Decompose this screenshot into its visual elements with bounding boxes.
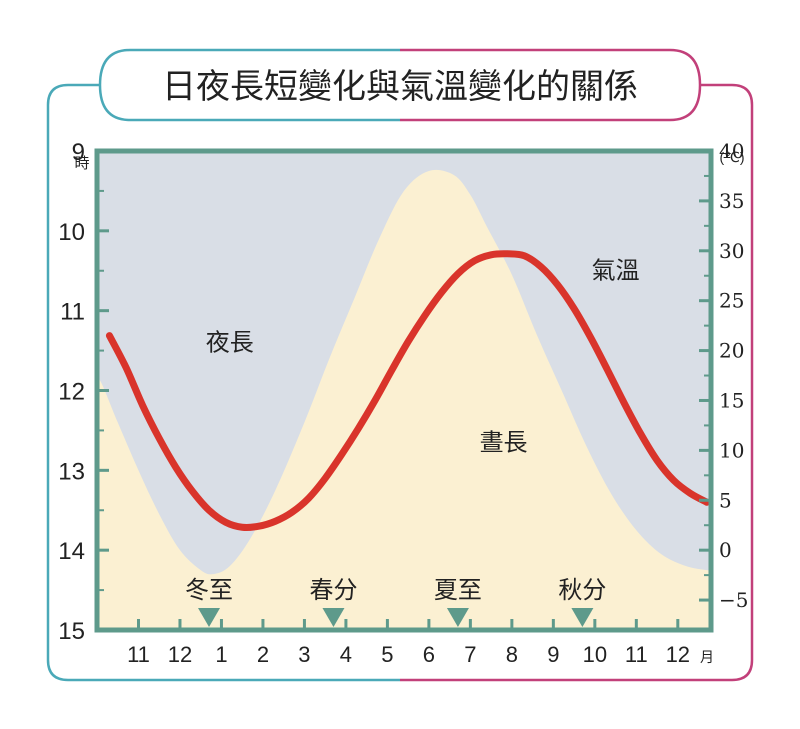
- x-axis-tick-label: 12: [666, 642, 690, 667]
- season-marker-label: 夏至: [434, 576, 482, 604]
- chart-title: 日夜長短變化與氣溫變化的關係: [162, 67, 638, 107]
- left-axis-tick-label: 13: [58, 458, 85, 485]
- x-axis-tick-label: 7: [464, 642, 476, 667]
- left-axis-tick-label: 12: [58, 379, 85, 406]
- x-axis-tick-label: 8: [506, 642, 518, 667]
- title-pill-fill: [130, 52, 670, 118]
- x-axis-tick-label: 11: [127, 642, 150, 667]
- x-axis-tick-label: 1: [215, 642, 227, 667]
- night-length-region: [97, 151, 711, 575]
- right-axis-tick-label: 40: [719, 139, 744, 163]
- plot-area: [97, 151, 711, 630]
- season-marker-triangle: [322, 608, 345, 627]
- season-marker-triangle: [446, 608, 469, 627]
- left-axis-tick-label: 15: [58, 618, 85, 645]
- x-axis-tick-label: 12: [168, 642, 192, 667]
- x-axis-tick-label: 6: [423, 642, 435, 667]
- right-axis-tick-label: 0: [719, 538, 732, 562]
- temperature-series-label: 氣溫: [592, 257, 640, 285]
- left-axis-tick-label: 14: [58, 538, 85, 565]
- x-axis-tick-label: 3: [298, 642, 310, 667]
- frame-right-border: [400, 83, 754, 682]
- right-axis-tick-label: 5: [719, 488, 732, 512]
- right-axis-tick-label: 15: [719, 388, 744, 412]
- x-axis-tick-label: 10: [583, 642, 607, 667]
- x-axis-tick-label: 5: [381, 642, 393, 667]
- temperature-line: [105, 250, 711, 531]
- x-axis-tick-label: 11: [625, 642, 648, 667]
- x-axis-tick-label: 2: [257, 642, 269, 667]
- left-axis-unit: 時: [74, 155, 89, 172]
- left-axis-tick-label: 9: [72, 139, 85, 166]
- right-axis-tick-label: 35: [719, 189, 744, 213]
- left-axis-tick-label: 11: [60, 299, 85, 326]
- season-marker-triangle: [198, 608, 221, 627]
- right-axis-tick-label: 10: [719, 438, 744, 462]
- right-axis-unit: (℃): [719, 149, 744, 165]
- season-marker-label: 春分: [309, 576, 357, 604]
- day-length-label: 晝長: [480, 428, 528, 456]
- season-marker-label: 冬至: [185, 576, 233, 604]
- right-axis-tick-label: −5: [719, 588, 748, 612]
- night-length-label: 夜長: [206, 329, 254, 357]
- right-axis-tick-label: 25: [719, 289, 744, 313]
- frame-left-border: [46, 83, 400, 682]
- right-axis-tick-label: 30: [719, 239, 744, 263]
- x-axis-tick-label: 4: [340, 642, 352, 667]
- x-axis-tick-label: 9: [547, 642, 559, 667]
- season-marker-triangle: [571, 608, 594, 627]
- season-marker-label: 秋分: [558, 576, 606, 604]
- left-axis-tick-label: 10: [58, 219, 85, 246]
- x-axis-unit: 月: [700, 649, 714, 665]
- right-axis-tick-label: 20: [719, 339, 744, 363]
- axes: [94, 148, 714, 633]
